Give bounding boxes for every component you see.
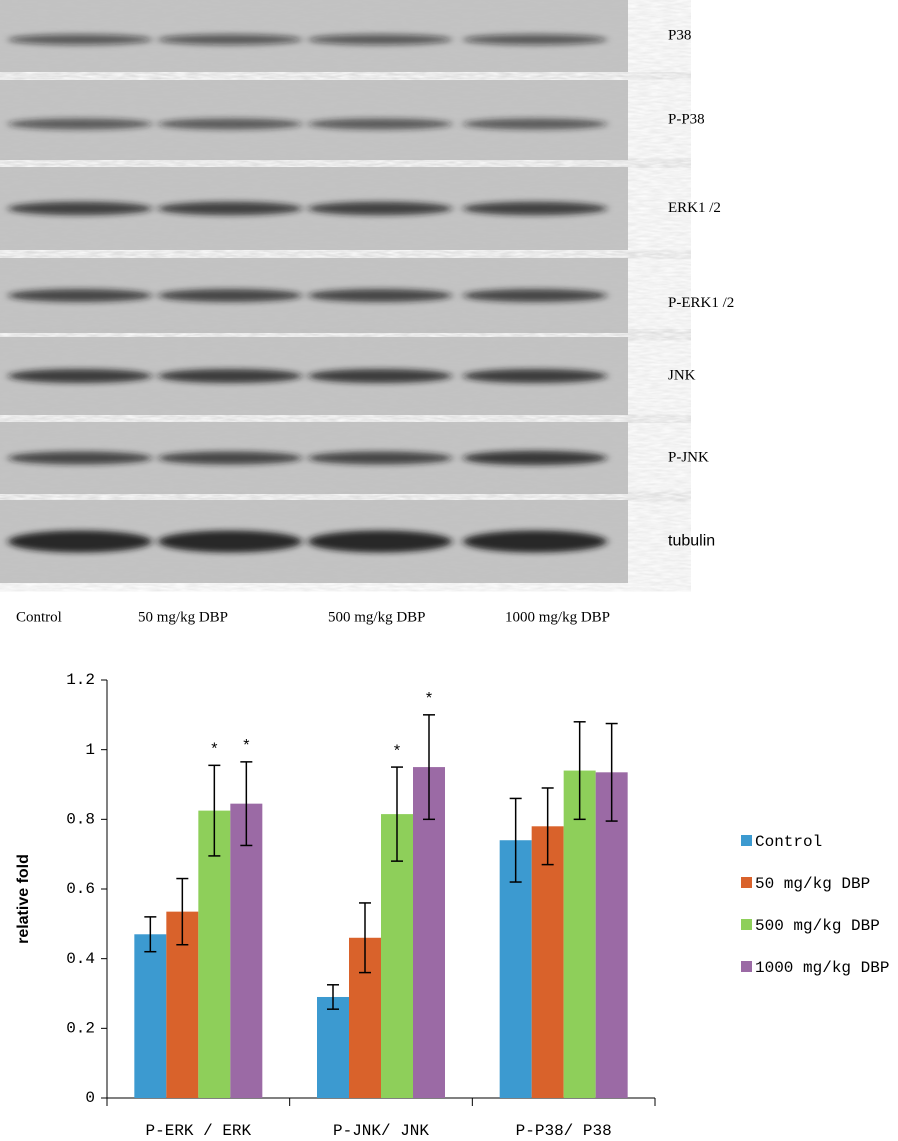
bar — [595, 772, 628, 1098]
legend-swatch — [741, 919, 752, 930]
x-tick-label: P-ERK / ERK — [146, 1122, 252, 1140]
blot-row-label: P-P38 — [668, 111, 705, 127]
legend-swatch — [741, 877, 752, 888]
blot-band — [158, 289, 302, 302]
blot-band — [308, 201, 452, 216]
blot-band — [463, 530, 607, 553]
blot-band — [463, 118, 607, 130]
blot-band — [308, 530, 452, 553]
blot-row-label: tubulin — [668, 533, 715, 550]
lane-label: Control — [16, 609, 62, 625]
bar — [413, 767, 445, 1098]
blot-band — [158, 369, 302, 383]
legend-label: Control — [755, 833, 822, 851]
bar — [230, 803, 263, 1098]
blot-band — [8, 289, 152, 302]
blot-band — [308, 369, 452, 383]
lane-label: 1000 mg/kg DBP — [505, 609, 610, 625]
blot-row-label: JNK — [668, 367, 696, 383]
blot-band — [463, 201, 607, 216]
legend-swatch — [741, 961, 752, 972]
bar — [317, 996, 349, 1098]
bar-chart: 0 0.2 0.4 0.6 0.8 1 1.2 relative fold P-ERK / ER… — [15, 671, 889, 1140]
blot-band — [463, 34, 607, 45]
blot-band — [308, 118, 452, 130]
legend-label: 50 mg/kg DBP — [755, 875, 870, 893]
blot-band — [8, 201, 152, 216]
significance-mark: * — [211, 741, 217, 758]
bar — [499, 840, 532, 1098]
y-tick-label: 1.2 — [66, 671, 95, 689]
bar — [563, 770, 596, 1098]
blot-band — [8, 34, 152, 45]
x-tick-label: P-P38/ P38 — [516, 1122, 612, 1140]
y-tick-label: 0.6 — [66, 880, 95, 898]
blot-band — [158, 451, 302, 465]
y-tick-label: 0.8 — [66, 811, 95, 829]
bar — [531, 826, 564, 1098]
blot-band — [8, 118, 152, 130]
blot-band — [8, 530, 152, 553]
blot-band — [158, 34, 302, 45]
blot-band — [308, 289, 452, 302]
blot-band — [463, 289, 607, 302]
y-tick-label: 0 — [85, 1089, 95, 1107]
blot-band — [8, 451, 152, 465]
x-tick-label: P-JNK/ JNK — [333, 1122, 429, 1140]
blot-band — [463, 450, 607, 466]
bar — [198, 810, 231, 1098]
legend-label: 500 mg/kg DBP — [755, 917, 880, 935]
blot-band — [8, 369, 152, 383]
y-tick-label: 0.2 — [66, 1020, 95, 1038]
lane-label: 500 mg/kg DBP — [328, 609, 426, 625]
blot-row-label: ERK1 /2 — [668, 200, 721, 216]
blot-band — [158, 201, 302, 216]
significance-mark: * — [243, 737, 249, 754]
blot-band — [308, 451, 452, 465]
legend-label: 1000 mg/kg DBP — [755, 959, 889, 977]
legend-swatch — [741, 835, 752, 846]
bar — [134, 934, 167, 1098]
blot-row-label: P38 — [668, 27, 691, 43]
y-tick-label: 1 — [85, 741, 95, 759]
y-tick-label: 0.4 — [66, 950, 95, 968]
western-blot: P38 P-P38 ERK1 /2 P-ERK1 /2 JNK P-JNK tubulin C… — [0, 0, 734, 625]
blot-band — [308, 34, 452, 45]
blot-band — [158, 530, 302, 553]
blot-row-label: P-ERK1 /2 — [668, 295, 734, 311]
blot-band — [463, 369, 607, 383]
y-axis-label: relative fold — [15, 854, 32, 944]
blot-row-label: P-JNK — [668, 449, 709, 465]
blot-band — [158, 118, 302, 130]
lane-label: 50 mg/kg DBP — [138, 609, 228, 625]
significance-mark: * — [426, 690, 432, 707]
significance-mark: * — [394, 742, 400, 759]
